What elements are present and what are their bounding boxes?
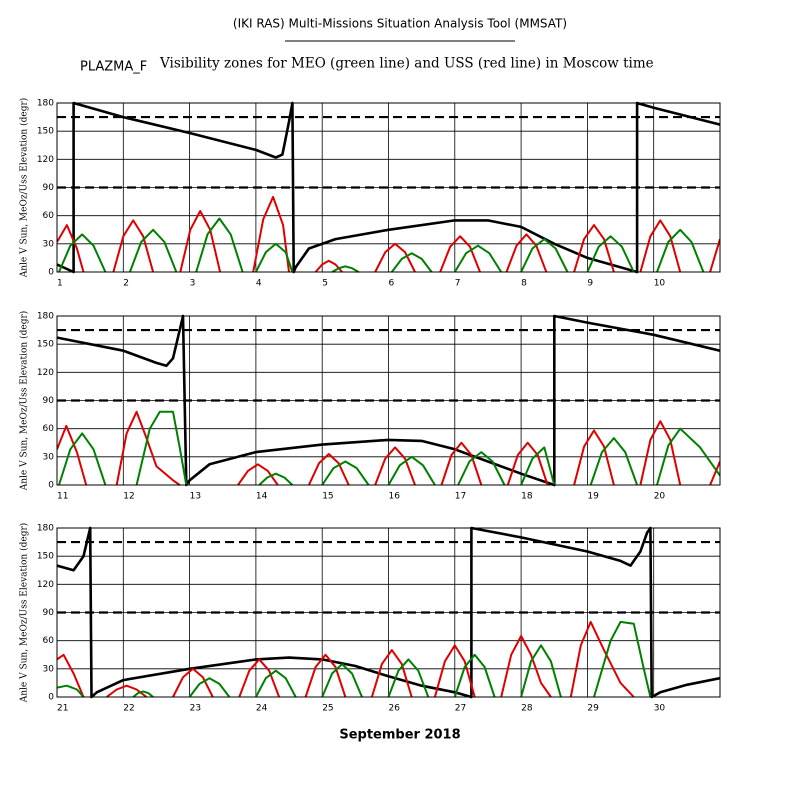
y-axis-label: Anle V Sun, MeOz/Uss Elevation (degr) [19, 523, 30, 704]
x-tick-label: 10 [654, 279, 666, 289]
y-axis-label: Anle V Sun, MeOz/Uss Elevation (degr) [19, 311, 30, 492]
x-tick-label: 14 [256, 492, 268, 502]
y-tick-label: 150 [37, 552, 54, 562]
x-tick-label: 5 [322, 279, 328, 289]
y-tick-label: 60 [43, 424, 55, 434]
subtitle: Visibility zones for MEO (green line) an… [159, 56, 654, 72]
y-tick-label: 30 [43, 664, 55, 674]
x-tick-label: 25 [322, 704, 333, 714]
x-tick-label: 30 [654, 704, 666, 714]
series-line [57, 620, 652, 698]
series-line [57, 526, 720, 699]
series-line [57, 101, 720, 274]
x-tick-label: 15 [322, 492, 333, 502]
x-tick-label: 4 [256, 279, 262, 289]
y-tick-label: 120 [37, 580, 54, 590]
y-tick-label: 180 [37, 99, 54, 109]
x-tick-label: 26 [389, 704, 401, 714]
y-tick-label: 150 [37, 127, 54, 137]
x-tick-label: 28 [521, 704, 533, 714]
x-tick-label: 23 [190, 704, 201, 714]
y-tick-label: 30 [43, 239, 55, 249]
x-tick-label: 11 [57, 492, 68, 502]
mission: PLAZMA_F [80, 60, 147, 75]
x-tick-label: 24 [256, 704, 268, 714]
x-axis-label: September 2018 [339, 728, 460, 743]
x-tick-label: 6 [389, 279, 395, 289]
y-tick-label: 60 [43, 211, 55, 221]
x-tick-label: 17 [455, 492, 466, 502]
y-tick-label: 30 [43, 452, 55, 462]
x-tick-label: 21 [57, 704, 68, 714]
y-tick-label: 0 [48, 693, 54, 703]
x-tick-label: 8 [521, 279, 527, 289]
y-axis-label: Anle V Sun, MeOz/Uss Elevation (degr) [19, 98, 30, 279]
series-line [57, 195, 720, 273]
y-tick-label: 90 [43, 183, 55, 193]
plot-frame [56, 527, 721, 698]
y-tick-label: 180 [37, 524, 54, 534]
x-tick-label: 22 [123, 704, 134, 714]
series-line [58, 410, 720, 486]
y-tick-label: 90 [43, 608, 55, 618]
y-tick-label: 90 [43, 396, 55, 406]
x-tick-label: 7 [455, 279, 461, 289]
series-line [57, 620, 635, 698]
x-tick-label: 27 [455, 704, 466, 714]
x-tick-label: 9 [587, 279, 593, 289]
y-tick-label: 180 [37, 312, 54, 322]
y-tick-label: 60 [43, 636, 55, 646]
x-tick-label: 1 [57, 279, 63, 289]
x-tick-label: 18 [521, 492, 533, 502]
y-tick-label: 120 [37, 368, 54, 378]
series-line [57, 314, 720, 487]
y-tick-label: 0 [48, 268, 54, 278]
y-tick-label: 150 [37, 340, 54, 350]
x-tick-label: 20 [654, 492, 666, 502]
y-tick-label: 0 [48, 481, 54, 491]
x-tick-label: 2 [123, 279, 129, 289]
x-tick-label: 19 [587, 492, 599, 502]
series-line [57, 410, 720, 486]
x-tick-label: 16 [389, 492, 401, 502]
x-tick-label: 12 [123, 492, 134, 502]
x-tick-label: 3 [190, 279, 196, 289]
x-tick-label: 13 [190, 492, 201, 502]
title: (IKI RAS) Multi-Missions Situation Analy… [233, 17, 567, 31]
plot-frame [56, 315, 721, 486]
plot-frame [56, 102, 721, 273]
series-line [58, 217, 705, 273]
x-tick-label: 29 [587, 704, 599, 714]
y-tick-label: 120 [37, 155, 54, 165]
